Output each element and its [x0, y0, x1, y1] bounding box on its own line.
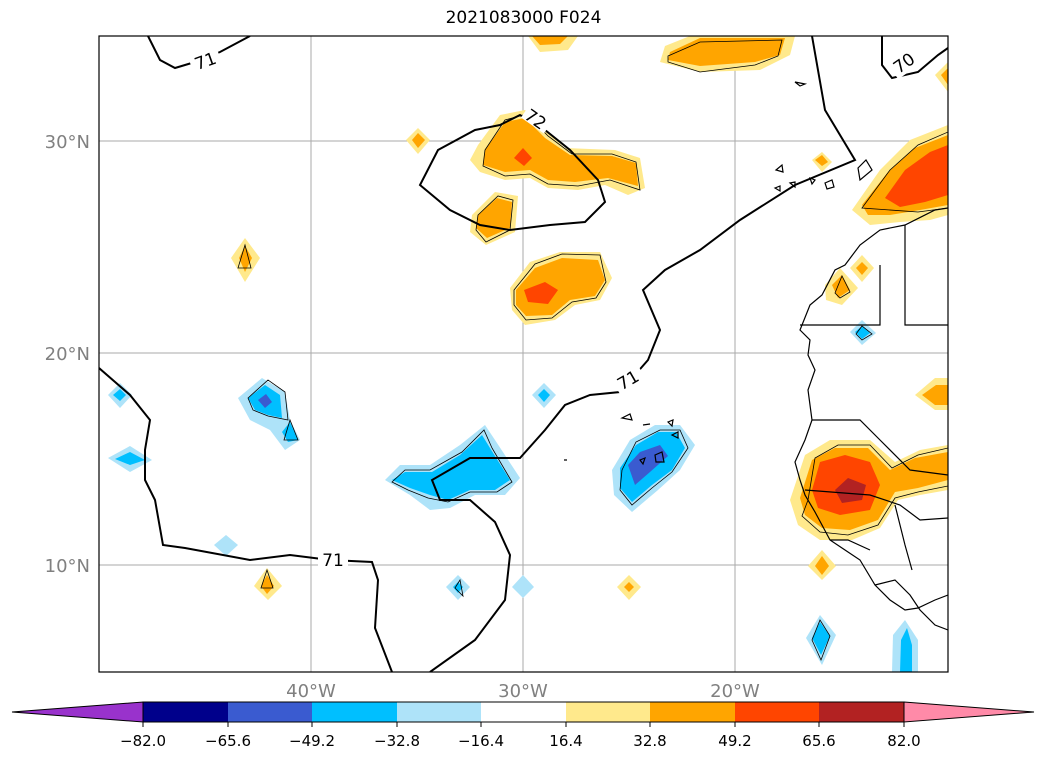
- anomaly-blob: [835, 478, 866, 503]
- colorbar-segment: [735, 702, 819, 722]
- anomaly-blob: [412, 133, 425, 148]
- country-border: [800, 265, 881, 326]
- lon-labels: 40°W 30°W 20°W: [286, 681, 760, 702]
- anomaly-blob: [514, 148, 532, 166]
- colorbar-segment: [228, 702, 312, 722]
- country-border: [874, 579, 948, 631]
- lon-label-40w: 40°W: [286, 681, 336, 702]
- anomaly-blob: [532, 36, 568, 45]
- anomaly-blob: [922, 385, 948, 405]
- colorbar-tick-label: −49.2: [289, 732, 335, 750]
- anomaly-blob: [483, 118, 638, 186]
- anomaly-blob: [624, 582, 634, 592]
- anomaly-blob: [392, 435, 510, 500]
- colorbar-tick-label: 49.2: [718, 732, 751, 750]
- map-title: 2021083000 F024: [445, 8, 602, 28]
- lon-label-20w: 20°W: [710, 681, 760, 702]
- cape-verde: [639, 456, 646, 466]
- colorbar-tick-label: 65.6: [802, 732, 835, 750]
- positive-anomaly-fields: [231, 36, 948, 600]
- anomaly-blob: [856, 262, 868, 275]
- lon-label-30w: 30°W: [498, 681, 548, 702]
- canary-island: [809, 176, 816, 186]
- anomaly-blob: [885, 145, 948, 207]
- lat-label-20n: 20°N: [45, 344, 90, 365]
- contour-71-main: [429, 36, 857, 672]
- cape-verde: [654, 451, 665, 463]
- anomaly-blob: [832, 275, 850, 298]
- country-border: [894, 504, 913, 571]
- anomaly-blob: [935, 62, 948, 92]
- coastlines: [564, 81, 948, 631]
- contour-71-upper-left: [147, 36, 251, 70]
- anomaly-blob: [282, 422, 298, 442]
- colorbar-tick-label: 16.4: [549, 732, 582, 750]
- canary-island: [773, 185, 781, 193]
- madeira: [774, 163, 784, 173]
- thick-contours: [99, 36, 948, 672]
- anomaly-blob: [524, 282, 558, 304]
- colorbar-tick-label: 82.0: [887, 732, 920, 750]
- colorbar-segment: [566, 702, 650, 722]
- colorbar-tick-label: 32.8: [633, 732, 666, 750]
- colorbar-segment: [143, 702, 228, 722]
- anomaly-blob: [668, 38, 785, 66]
- anomaly-blob: [512, 575, 534, 598]
- colorbar-tick-label: −16.4: [458, 732, 504, 750]
- cape-verde: [642, 423, 651, 426]
- anomaly-blob: [815, 556, 829, 575]
- colorbar: −82.0 −65.6 −49.2 −32.8 −16.4 16.4 32.8 …: [11, 701, 1035, 750]
- anomaly-blob: [258, 394, 272, 408]
- coast-africa: [794, 207, 948, 611]
- anomaly-blob: [261, 575, 274, 594]
- anomaly-blob: [538, 389, 550, 402]
- colorbar-tick-label: −32.8: [374, 732, 420, 750]
- contour-71-lower-left: [99, 367, 393, 672]
- azores: [794, 81, 808, 87]
- colorbar-segment: [481, 702, 566, 722]
- anomaly-blob: [855, 326, 870, 339]
- colorbar-segment: [650, 702, 735, 722]
- cape-verde: [620, 413, 633, 421]
- canary-island: [824, 179, 835, 190]
- cape-verde: [666, 419, 674, 428]
- country-border: [830, 539, 871, 551]
- contour-72: [418, 113, 607, 232]
- colorbar-tick-label: −82.0: [120, 732, 166, 750]
- colorbar-tick-label: −65.6: [205, 732, 251, 750]
- canary-island: [788, 181, 796, 189]
- anomaly-blob: [239, 246, 252, 272]
- colorbar-segment: [397, 702, 481, 722]
- lat-label-30n: 30°N: [45, 132, 90, 153]
- anomaly-blob: [941, 68, 948, 85]
- contour-label: 71: [322, 551, 344, 571]
- lat-labels: 30°N 20°N 10°N: [45, 132, 90, 577]
- colorbar-extend-high: [903, 701, 1035, 723]
- country-border: [904, 225, 948, 326]
- anomaly-blob: [214, 535, 238, 556]
- colorbar-segment: [819, 702, 904, 722]
- cape-verde: [670, 431, 679, 439]
- country-border: [812, 419, 948, 476]
- anomaly-blob: [815, 155, 828, 166]
- anomaly-blob: [812, 622, 830, 655]
- anomaly-blob: [115, 452, 145, 465]
- anomaly-blob: [628, 445, 668, 485]
- contour-70: [881, 36, 948, 80]
- canary-island: [857, 159, 873, 182]
- map-frame: [98, 35, 949, 673]
- map-panel: 71 72 70 71 71: [99, 36, 948, 672]
- colorbar-extend-low: [11, 701, 144, 723]
- lat-label-10n: 10°N: [45, 556, 90, 577]
- gridlines: [99, 36, 948, 672]
- country-border: [804, 489, 948, 521]
- anomaly-blob: [113, 389, 126, 401]
- colorbar-segment: [312, 702, 397, 722]
- anomaly-blob: [900, 628, 912, 672]
